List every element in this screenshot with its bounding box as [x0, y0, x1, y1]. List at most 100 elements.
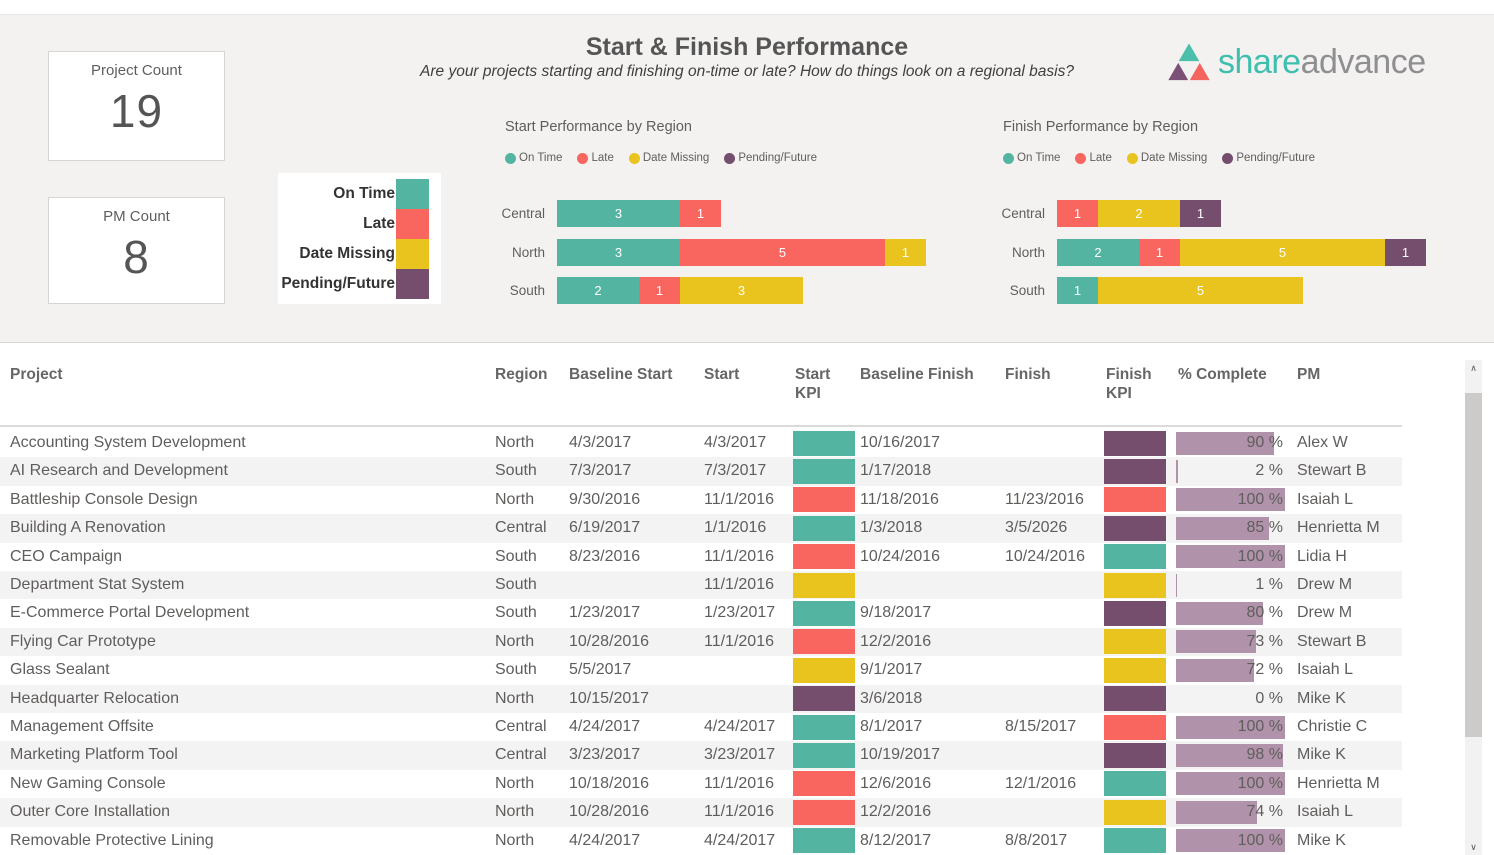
table-row[interactable]: AI Research and Development South 7/3/2017… — [0, 457, 1402, 486]
column-header-start[interactable]: Start — [704, 366, 740, 383]
cell-baseline-start: 4/24/2017 — [569, 718, 641, 735]
bar-segment-late[interactable]: 1 — [680, 200, 721, 227]
chart-legend: On Time Late Date Missing Pending/Future — [505, 151, 817, 165]
column-header-pm[interactable]: PM — [1297, 366, 1321, 383]
table-row[interactable]: New Gaming Console North 10/18/2016 11/1/20… — [0, 769, 1402, 799]
table-row[interactable]: Glass Sealant South 5/5/2017 9/1/2017 72 % Is… — [0, 656, 1402, 685]
column-header-finish[interactable]: Finish — [1005, 366, 1051, 383]
bar-segment-date-missing[interactable]: 5 — [1180, 238, 1385, 266]
cell-start: 11/1/2016 — [704, 547, 774, 565]
finish-kpi-indicator-on-time — [1104, 828, 1166, 854]
pct-complete-value: 90 % — [1246, 434, 1283, 451]
table-row[interactable]: Management Offsite Central 4/24/2017 4/24/2… — [0, 713, 1402, 742]
table-row[interactable]: Flying Car Prototype North 10/28/2016 11/1/… — [0, 627, 1402, 657]
bar-segment-late[interactable]: 1 — [1139, 238, 1180, 266]
legend-item-late[interactable]: Late — [1075, 152, 1112, 164]
cell-baseline-finish: 1/3/2018 — [860, 519, 923, 537]
cell-baseline-finish: 11/18/2016 — [860, 490, 939, 508]
finish-kpi-indicator-pending-future — [1104, 515, 1166, 541]
cell-baseline-start: 10/15/2017 — [569, 689, 650, 707]
table-row[interactable]: E-Commerce Portal Development South 1/23/2… — [0, 599, 1402, 628]
column-header-project[interactable]: Project — [10, 366, 63, 383]
bar-segment-late[interactable]: 1 — [1057, 200, 1098, 227]
cell-project: Flying Car Prototype — [10, 632, 156, 650]
cell-baseline-finish: 9/18/2017 — [860, 604, 932, 622]
bar-segment-on-time[interactable]: 2 — [557, 277, 639, 305]
column-header--complete[interactable]: % Complete — [1178, 366, 1267, 383]
bar-segment-pending-future[interactable]: 1 — [1180, 200, 1221, 227]
bar-segment-on-time[interactable]: 3 — [557, 200, 680, 227]
cell-baseline-start: 10/28/2016 — [569, 632, 650, 650]
legend-item-on-time[interactable]: On Time — [1003, 152, 1060, 164]
scrollbar-thumb[interactable] — [1465, 393, 1482, 737]
chart-legend: On Time Late Date Missing Pending/Future — [1003, 151, 1315, 165]
cell-pm: Lidia H — [1297, 547, 1347, 565]
bar-segment-on-time[interactable]: 3 — [557, 238, 680, 266]
start-kpi-indicator-on-time — [793, 515, 855, 541]
kpi-key-label: On Time — [333, 185, 395, 202]
project-count-card: Project Count 19 — [48, 51, 225, 161]
legend-item-on-time[interactable]: On Time — [505, 152, 562, 164]
cell-region: Central — [495, 718, 547, 735]
cell-pm: Mike K — [1297, 831, 1346, 849]
column-header-baseline-start[interactable]: Baseline Start — [569, 366, 673, 383]
scrollbar-up-arrow-icon[interactable]: ∧ — [1470, 363, 1477, 373]
bar-segment-late[interactable]: 1 — [639, 277, 680, 305]
cell-baseline-finish: 12/2/2016 — [860, 803, 932, 821]
cell-pm: Drew M — [1297, 576, 1353, 593]
cell-pm: Stewart B — [1297, 632, 1367, 650]
finish-kpi-indicator-pending-future — [1104, 458, 1166, 484]
cell-finish: 8/8/2017 — [1005, 831, 1068, 849]
column-header-start-kpi[interactable]: Start KPI — [795, 366, 831, 402]
table-scrollbar[interactable]: ∧ ∨ — [1465, 360, 1482, 855]
cell-region: North — [495, 774, 535, 792]
table-row[interactable]: Department Stat System South 11/1/2016 1 % D… — [0, 571, 1402, 600]
kpi-key-swatch-late — [396, 209, 429, 239]
table-row[interactable]: Building A Renovation Central 6/19/2017 1/1… — [0, 514, 1402, 543]
cell-project: Glass Sealant — [10, 661, 110, 679]
cell-start: 1/23/2017 — [704, 604, 776, 622]
table-row[interactable]: Removable Protective Lining North 4/24/201… — [0, 826, 1402, 855]
cell-pm: Mike K — [1297, 746, 1346, 764]
cell-baseline-start: 10/28/2016 — [569, 803, 650, 821]
finish-kpi-indicator-on-time — [1104, 771, 1166, 797]
pct-complete-bar — [1176, 601, 1264, 625]
legend-item-pending-future[interactable]: Pending/Future — [1222, 152, 1315, 164]
column-header-baseline-finish[interactable]: Baseline Finish — [860, 366, 974, 383]
finish-kpi-indicator-pending-future — [1104, 742, 1166, 768]
legend-item-pending-future[interactable]: Pending/Future — [724, 152, 817, 164]
table-row[interactable]: Accounting System Development North 4/3/20… — [0, 429, 1402, 458]
chart-row-south: South 2 1 3 — [450, 277, 930, 305]
column-header-finish-kpi[interactable]: Finish KPI — [1106, 366, 1152, 402]
table-row[interactable]: Outer Core Installation North 10/28/2016 11… — [0, 798, 1402, 827]
bar-segment-date-missing[interactable]: 3 — [680, 277, 803, 305]
bar-segment-on-time[interactable]: 2 — [1057, 238, 1139, 266]
legend-label: On Time — [519, 152, 563, 164]
cell-project: Building A Renovation — [10, 519, 166, 537]
bar-segment-date-missing[interactable]: 1 — [885, 238, 926, 266]
kpi-key-row-on-time: On Time — [278, 179, 441, 209]
legend-item-date-missing[interactable]: Date Missing — [628, 152, 709, 164]
scrollbar-down-arrow-icon[interactable]: ∨ — [1470, 842, 1477, 852]
legend-item-late[interactable]: Late — [577, 152, 614, 164]
finish-kpi-indicator-pending-future — [1104, 600, 1166, 626]
column-header-region[interactable]: Region — [495, 366, 548, 383]
chart-row-north: North 2 1 5 1 — [950, 238, 1430, 266]
table-row[interactable]: Battleship Console Design North 9/30/2016 1… — [0, 485, 1402, 515]
bar-segment-pending-future[interactable]: 1 — [1385, 238, 1426, 266]
table-row[interactable]: Headquarter Relocation North 10/15/2017 3/6… — [0, 684, 1402, 713]
legend-item-date-missing[interactable]: Date Missing — [1126, 152, 1207, 164]
logo-wordmark: shareadvance — [1218, 43, 1426, 82]
cell-baseline-finish: 8/1/2017 — [860, 718, 923, 735]
table-row[interactable]: CEO Campaign South 8/23/2016 11/1/2016 10/24… — [0, 542, 1402, 571]
bar-segment-on-time[interactable]: 1 — [1057, 277, 1098, 305]
pct-complete-bar — [1176, 715, 1285, 739]
finish-kpi-indicator-pending-future — [1104, 430, 1166, 456]
table-row[interactable]: Marketing Platform Tool Central 3/23/2017 3… — [0, 741, 1402, 770]
bar-segment-late[interactable]: 5 — [680, 238, 885, 266]
cell-baseline-start: 6/19/2017 — [569, 519, 641, 537]
bar-segment-date-missing[interactable]: 5 — [1098, 277, 1303, 305]
bar-segment-date-missing[interactable]: 2 — [1098, 200, 1180, 227]
category-label: Central — [501, 206, 545, 221]
